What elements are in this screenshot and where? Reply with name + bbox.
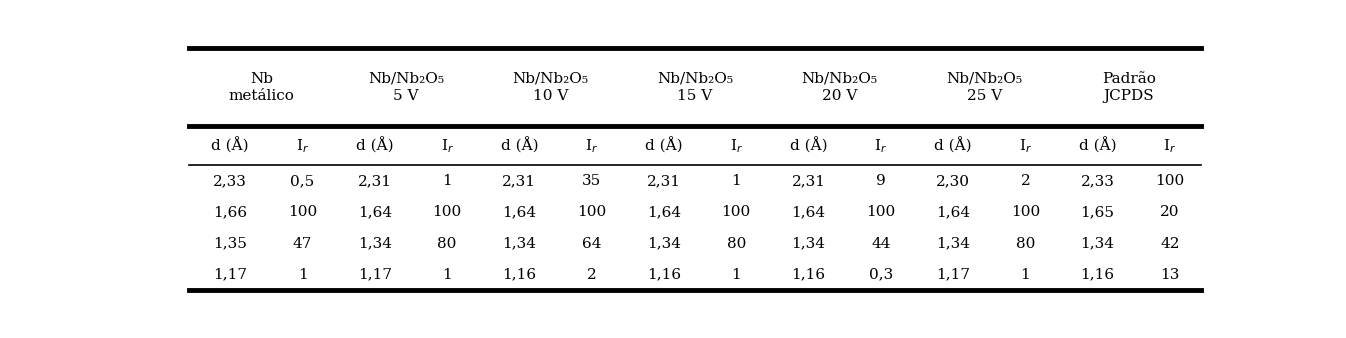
Text: 2: 2 — [587, 268, 596, 282]
Text: 1,16: 1,16 — [791, 268, 825, 282]
Text: 80: 80 — [727, 237, 746, 250]
Text: 1: 1 — [297, 268, 307, 282]
Text: 100: 100 — [577, 205, 606, 219]
Text: 1,17: 1,17 — [935, 268, 970, 282]
Text: I$_r$: I$_r$ — [296, 137, 310, 155]
Text: 1,16: 1,16 — [647, 268, 681, 282]
Text: 1,34: 1,34 — [791, 237, 825, 250]
Text: Nb/Nb₂O₅: Nb/Nb₂O₅ — [367, 72, 444, 86]
Text: 20 V: 20 V — [822, 89, 857, 103]
Text: metálico: metálico — [229, 89, 295, 103]
Text: 2: 2 — [1020, 174, 1030, 188]
Text: 44: 44 — [871, 237, 891, 250]
Text: 2,31: 2,31 — [791, 174, 825, 188]
Text: JCPDS: JCPDS — [1104, 89, 1154, 103]
Text: d (Å): d (Å) — [211, 138, 249, 154]
Text: 1: 1 — [731, 174, 742, 188]
Text: 100: 100 — [288, 205, 318, 219]
Text: 1,64: 1,64 — [358, 205, 392, 219]
Text: 0,3: 0,3 — [868, 268, 892, 282]
Text: 1,64: 1,64 — [935, 205, 970, 219]
Text: 100: 100 — [721, 205, 751, 219]
Text: 20: 20 — [1160, 205, 1179, 219]
Text: I$_r$: I$_r$ — [440, 137, 454, 155]
Text: 13: 13 — [1160, 268, 1179, 282]
Text: 47: 47 — [293, 237, 312, 250]
Text: 100: 100 — [432, 205, 462, 219]
Text: 2,33: 2,33 — [1081, 174, 1114, 188]
Text: 1,16: 1,16 — [1081, 268, 1114, 282]
Text: 1,34: 1,34 — [358, 237, 392, 250]
Text: I$_r$: I$_r$ — [1163, 137, 1176, 155]
Text: 1,34: 1,34 — [502, 237, 537, 250]
Text: d (Å): d (Å) — [357, 138, 393, 154]
Text: 100: 100 — [1155, 174, 1184, 188]
Text: 1,64: 1,64 — [502, 205, 537, 219]
Text: 2,31: 2,31 — [358, 174, 392, 188]
Text: d (Å): d (Å) — [645, 138, 682, 154]
Text: 25 V: 25 V — [966, 89, 1001, 103]
Text: 80: 80 — [437, 237, 456, 250]
Text: 1,34: 1,34 — [1081, 237, 1114, 250]
Text: 1,66: 1,66 — [213, 205, 248, 219]
Text: I$_r$: I$_r$ — [875, 137, 887, 155]
Text: 1,17: 1,17 — [213, 268, 248, 282]
Text: 100: 100 — [1011, 205, 1040, 219]
Text: 2,33: 2,33 — [214, 174, 248, 188]
Text: Nb/Nb₂O₅: Nb/Nb₂O₅ — [657, 72, 734, 86]
Text: 2,30: 2,30 — [935, 174, 970, 188]
Text: 42: 42 — [1160, 237, 1179, 250]
Text: Nb/Nb₂O₅: Nb/Nb₂O₅ — [946, 72, 1022, 86]
Text: 1,17: 1,17 — [358, 268, 392, 282]
Text: 2,31: 2,31 — [647, 174, 681, 188]
Text: 1: 1 — [731, 268, 742, 282]
Text: d (Å): d (Å) — [790, 138, 828, 154]
Text: 1,64: 1,64 — [791, 205, 825, 219]
Text: 1: 1 — [1020, 268, 1030, 282]
Text: 15 V: 15 V — [677, 89, 712, 103]
Text: 1,34: 1,34 — [935, 237, 970, 250]
Text: I$_r$: I$_r$ — [586, 137, 598, 155]
Text: 0,5: 0,5 — [291, 174, 315, 188]
Text: 64: 64 — [581, 237, 602, 250]
Text: Nb/Nb₂O₅: Nb/Nb₂O₅ — [801, 72, 878, 86]
Text: 9: 9 — [876, 174, 886, 188]
Text: Nb/Nb₂O₅: Nb/Nb₂O₅ — [513, 72, 588, 86]
Text: 35: 35 — [581, 174, 602, 188]
Text: 1,16: 1,16 — [502, 268, 537, 282]
Text: 80: 80 — [1016, 237, 1035, 250]
Text: 1: 1 — [443, 268, 452, 282]
Text: 1,64: 1,64 — [647, 205, 681, 219]
Text: 10 V: 10 V — [533, 89, 568, 103]
Text: 1,65: 1,65 — [1081, 205, 1114, 219]
Text: 1,34: 1,34 — [647, 237, 681, 250]
Text: I$_r$: I$_r$ — [1019, 137, 1032, 155]
Text: d (Å): d (Å) — [1078, 138, 1116, 154]
Text: 1: 1 — [443, 174, 452, 188]
Text: 100: 100 — [867, 205, 895, 219]
Text: Nb: Nb — [250, 72, 273, 86]
Text: d (Å): d (Å) — [501, 138, 538, 154]
Text: d (Å): d (Å) — [934, 138, 972, 154]
Text: 2,31: 2,31 — [502, 174, 537, 188]
Text: Padrão: Padrão — [1102, 72, 1156, 86]
Text: 1,35: 1,35 — [214, 237, 248, 250]
Text: 5 V: 5 V — [393, 89, 419, 103]
Text: I$_r$: I$_r$ — [730, 137, 743, 155]
